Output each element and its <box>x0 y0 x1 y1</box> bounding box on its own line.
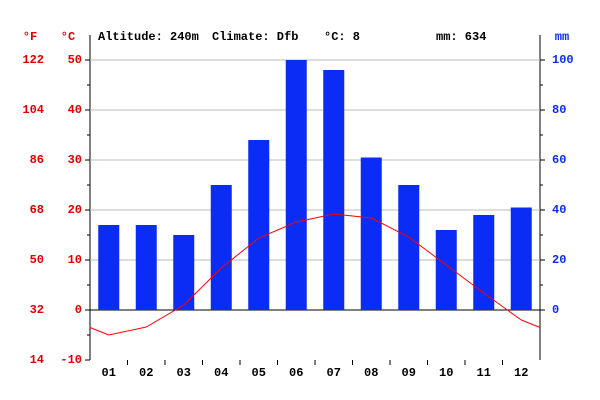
f-tick-label: 104 <box>22 103 44 117</box>
precip-bar <box>435 230 457 310</box>
mm-axis-label: mm <box>555 30 569 44</box>
y-tick-label: 50 <box>68 53 82 67</box>
precip-bar <box>248 140 270 310</box>
f-tick-label: 14 <box>30 353 44 367</box>
f-axis-label: °F <box>23 30 37 44</box>
x-tick-label: 09 <box>402 366 416 380</box>
x-tick-label: 08 <box>364 366 378 380</box>
x-tick-label: 10 <box>439 366 453 380</box>
x-tick-label: 01 <box>102 366 116 380</box>
precip-bar <box>135 225 157 310</box>
precip-bar <box>98 225 120 310</box>
header-climate: Climate: Dfb <box>212 30 298 44</box>
temp-line-wrap <box>521 319 541 328</box>
y-tick-label: 40 <box>68 103 82 117</box>
header-temp: °C: 8 <box>324 30 360 44</box>
header-precip: mm: 634 <box>436 30 486 44</box>
y-tick-label: 10 <box>68 253 82 267</box>
f-tick-label: 86 <box>30 153 44 167</box>
precip-bar <box>510 207 532 310</box>
precip-bar <box>210 185 232 310</box>
x-tick-label: 07 <box>327 366 341 380</box>
f-tick-label: 50 <box>30 253 44 267</box>
f-tick-label: 122 <box>22 53 44 67</box>
x-tick-label: 03 <box>177 366 191 380</box>
precip-bar <box>323 70 345 310</box>
y2-tick-label: 20 <box>552 253 566 267</box>
precip-bar <box>173 235 195 310</box>
x-tick-label: 12 <box>514 366 528 380</box>
y-tick-label: 20 <box>68 203 82 217</box>
header-altitude: Altitude: 240m <box>98 30 199 44</box>
x-tick-label: 06 <box>289 366 303 380</box>
x-tick-label: 11 <box>477 366 491 380</box>
temp-line <box>108 213 522 336</box>
y-tick-label: -10 <box>60 353 82 367</box>
x-tick-label: 02 <box>139 366 153 380</box>
y2-tick-label: 40 <box>552 203 566 217</box>
precip-bar <box>473 215 495 310</box>
y2-tick-label: 60 <box>552 153 566 167</box>
x-tick-label: 05 <box>252 366 266 380</box>
temp-line-wrap <box>89 327 109 336</box>
precip-bar <box>285 60 307 310</box>
f-tick-label: 68 <box>30 203 44 217</box>
precip-bar <box>398 185 420 310</box>
y2-tick-label: 100 <box>552 53 574 67</box>
y-tick-label: 0 <box>75 303 82 317</box>
y2-tick-label: 80 <box>552 103 566 117</box>
y2-tick-label: 0 <box>552 303 559 317</box>
f-tick-label: 32 <box>30 303 44 317</box>
x-tick-label: 04 <box>214 366 228 380</box>
y-tick-label: 30 <box>68 153 82 167</box>
precip-bar <box>360 157 382 310</box>
c-axis-label: °C <box>61 30 75 44</box>
